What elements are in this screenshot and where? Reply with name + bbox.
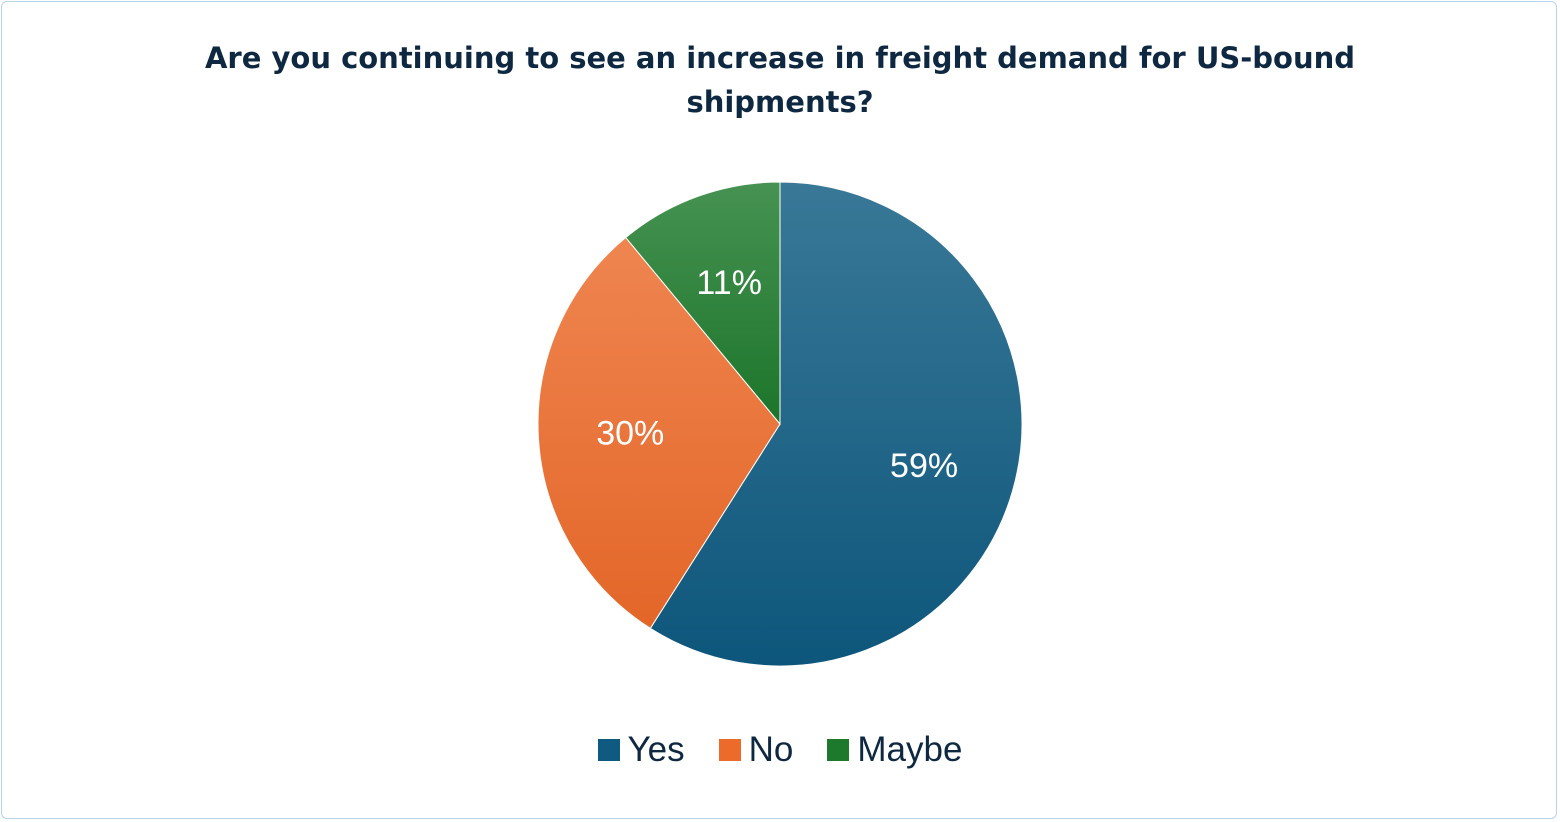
pie-slice-no[interactable] <box>537 236 781 630</box>
pie-slice-maybe[interactable] <box>625 181 781 426</box>
legend-swatch-no <box>718 739 741 761</box>
data-label-maybe: 11% <box>696 264 762 302</box>
legend-label-no: No <box>748 730 794 769</box>
legend-label-yes: Yes <box>627 730 685 769</box>
pie-slices <box>537 181 1023 667</box>
legend-item-maybe[interactable]: Maybe <box>827 730 962 770</box>
data-label-yes: 59% <box>890 447 958 485</box>
legend: Yes No Maybe <box>0 730 1560 770</box>
pie-slice-yes[interactable] <box>649 181 1023 667</box>
legend-swatch-maybe <box>827 739 850 761</box>
legend-label-maybe: Maybe <box>857 730 963 769</box>
legend-swatch-yes <box>597 739 620 761</box>
data-label-no: 30% <box>596 414 664 452</box>
chart-title: Are you continuing to see an increase in… <box>204 41 1356 119</box>
legend-item-no[interactable]: No <box>718 730 794 770</box>
legend-item-yes[interactable]: Yes <box>597 730 685 770</box>
pie-data-labels: 59% 30% 11% <box>596 264 958 485</box>
